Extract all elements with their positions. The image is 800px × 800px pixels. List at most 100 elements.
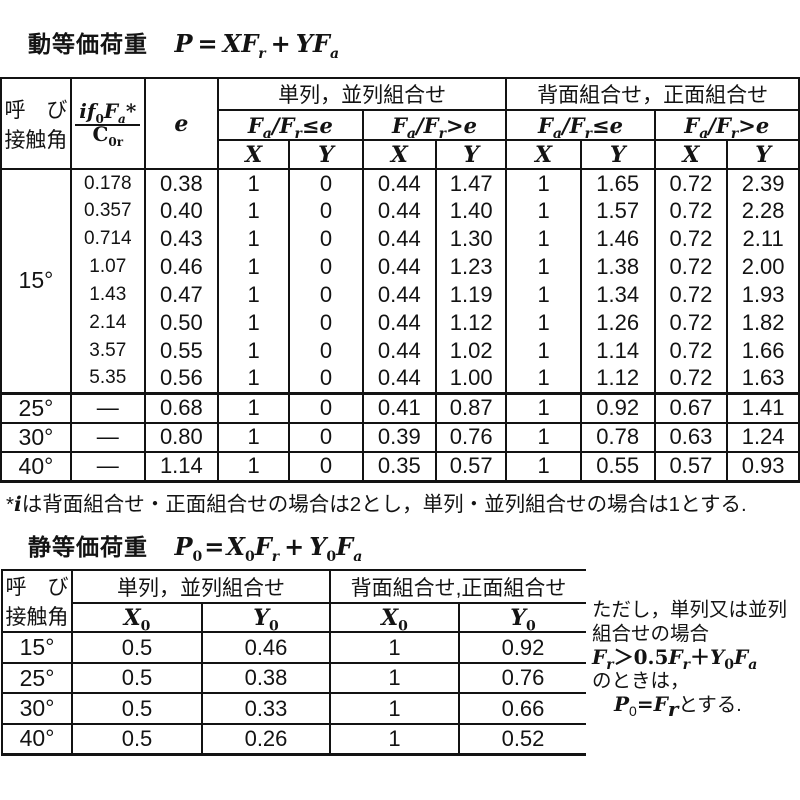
table-cell: 0.178: [69, 169, 146, 197]
table-cell: 0.80: [143, 421, 220, 453]
dynamic-load-formula: P = XFr + YFa: [174, 29, 340, 62]
table-cell: 1.57: [579, 197, 656, 225]
table-cell: 0.72: [653, 197, 729, 225]
table-cell: 1.24: [726, 421, 800, 453]
table-cell: 1: [329, 723, 460, 755]
table-cell: 1.65: [579, 169, 656, 197]
angle-cell: 15°: [0, 169, 72, 393]
table-cell: 0: [288, 365, 364, 393]
table-cell: 2.28: [726, 197, 800, 225]
table-cell: 1: [217, 421, 291, 453]
table-cell: 0.714: [69, 225, 146, 253]
table-cell: 1.26: [579, 309, 656, 337]
table-cell: 1.40: [434, 197, 508, 225]
table-cell: —: [69, 391, 146, 424]
table-cell: 1: [217, 391, 291, 424]
table-cell: 0.44: [361, 253, 437, 281]
load-ratio-fraction: if0Fa* C0r: [75, 99, 141, 148]
table-cell: 1: [505, 309, 582, 337]
table-cell: 0.52: [458, 723, 586, 755]
table-row: 25° — 0.68 1 0 0.41 0.87 1 0.92 0.67 1.4…: [0, 391, 800, 424]
table-cell: 0.67: [653, 391, 729, 424]
table-cell: 0: [288, 450, 364, 482]
table-cell: 0.55: [143, 337, 220, 365]
header-y: Y: [579, 139, 656, 170]
table-cell: 0.87: [434, 391, 508, 424]
table-cell: 0.92: [458, 631, 586, 664]
table-cell: 0.44: [361, 337, 437, 365]
note-line: 組合せの場合: [592, 622, 710, 645]
table-cell: 0.93: [726, 450, 800, 482]
table-cell: 0.44: [361, 169, 437, 197]
header-load-ratio: if0Fa* C0r: [69, 77, 146, 170]
static-load-formula: P0=X0Fr + Y0Fa: [174, 532, 363, 565]
header-x: X: [653, 139, 729, 170]
table-cell: 0.66: [458, 692, 586, 725]
table-cell: 0.44: [361, 309, 437, 337]
table-cell: 1: [217, 450, 291, 482]
table-cell: 1: [505, 337, 582, 365]
table-cell: 2.11: [726, 225, 800, 253]
header-y: Y: [726, 139, 800, 170]
table-cell: 2.39: [726, 169, 800, 197]
table-cell: 0: [288, 253, 364, 281]
table-cell: 1.43: [69, 281, 146, 309]
table-cell: 0.92: [579, 391, 656, 424]
table-cell: 0.47: [143, 281, 220, 309]
table-cell: 0: [288, 169, 364, 197]
table-cell: 0.44: [361, 197, 437, 225]
table-row: 0.357 0.40 1 0 0.44 1.40 1 1.57 0.72 2.2…: [1, 197, 800, 225]
angle-cell: 30°: [0, 421, 72, 453]
table-cell: 0.41: [361, 391, 437, 424]
table-cell: 1: [505, 450, 582, 482]
table-cell: 0.72: [653, 281, 729, 309]
table-cell: 0.56: [143, 365, 220, 393]
table-cell: 0.63: [653, 421, 729, 453]
table-cell: 1: [505, 169, 582, 197]
table-cell: 0.40: [143, 197, 220, 225]
table-cell: 0.5: [71, 723, 203, 755]
table-cell: 0.72: [653, 365, 729, 393]
table-cell: 1: [505, 391, 582, 424]
table-cell: 0.46: [201, 631, 331, 664]
table-cell: 0.72: [653, 309, 729, 337]
table-cell: 0: [288, 281, 364, 309]
angle-cell: 30°: [1, 692, 73, 725]
table-cell: 1: [217, 309, 291, 337]
table-cell: 1.14: [143, 450, 220, 482]
header-x: X: [361, 139, 437, 170]
table-cell: 1.30: [434, 225, 508, 253]
table-cell: 1: [217, 197, 291, 225]
table-row: 30° — 0.80 1 0 0.39 0.76 1 0.78 0.63 1.2…: [0, 421, 800, 453]
table-cell: 1: [217, 365, 291, 393]
table-cell: 1.14: [579, 337, 656, 365]
table-row: 40° 0.5 0.26 1 0.52: [1, 723, 586, 755]
table-cell: 1: [329, 662, 460, 694]
table-cell: 0.72: [653, 253, 729, 281]
table-cell: 0.46: [143, 253, 220, 281]
table-row: 15° 0.178 0.38 1 0 0.44 1.47 1 1.65 0.72…: [0, 169, 800, 393]
table-cell: 0.55: [579, 450, 656, 482]
table-cell: 1.02: [434, 337, 508, 365]
angle-cell: 25°: [1, 662, 73, 694]
header-back-face: 背面組合せ,正面組合せ: [329, 568, 586, 605]
header-y: Y: [288, 139, 364, 170]
table-cell: 0: [288, 197, 364, 225]
table-cell: 1.00: [434, 365, 508, 393]
table-cell: 0.35: [361, 450, 437, 482]
header-back-face: 背面組合せ，正面組合せ: [505, 77, 800, 111]
table-cell: 0.44: [361, 365, 437, 393]
dynamic-load-title-row: 動等価荷重 P = XFr + YFa: [28, 25, 340, 62]
table-cell: 5.35: [69, 365, 146, 393]
table-cell: 1.93: [726, 281, 800, 309]
table-row: 3.57 0.55 1 0 0.44 1.02 1 1.14 0.72 1.66: [1, 337, 800, 365]
header-x: X: [217, 139, 291, 170]
table-cell: 1.34: [579, 281, 656, 309]
table-cell: 0.33: [201, 692, 331, 725]
table-cell: 0.5: [71, 662, 203, 694]
header-x0: X0: [71, 602, 203, 633]
table-cell: 1: [217, 225, 291, 253]
table-row: 40° — 1.14 1 0 0.35 0.57 1 0.55 0.57 0.9…: [0, 450, 800, 482]
table-cell: 1.07: [69, 253, 146, 281]
table-cell: 0.76: [458, 662, 586, 694]
